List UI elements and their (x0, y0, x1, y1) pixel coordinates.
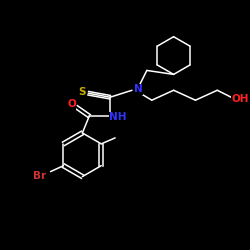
Text: NH: NH (109, 112, 127, 122)
Text: Br: Br (33, 170, 46, 180)
Text: OH: OH (231, 94, 249, 104)
Text: O: O (67, 99, 76, 109)
Text: S: S (78, 87, 86, 97)
Text: N: N (134, 84, 142, 94)
